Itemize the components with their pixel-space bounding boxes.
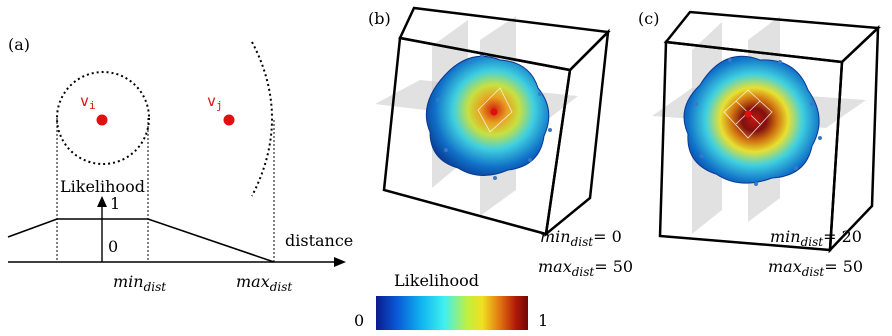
c-min-dist: mindist= 20 xyxy=(770,227,862,249)
x-axis-arrowhead xyxy=(334,257,346,267)
y-axis-arrowhead xyxy=(97,196,107,207)
colorbar-gradient xyxy=(376,296,528,330)
colorbar-min: 0 xyxy=(354,311,364,330)
colorbar: Likelihood 0 1 xyxy=(354,271,548,330)
tick-zero: 0 xyxy=(108,237,118,256)
node-i-label: vi xyxy=(80,92,96,112)
colorbar-max: 1 xyxy=(538,311,548,330)
b-max-dist: maxdist= 50 xyxy=(538,257,633,279)
node-i-dot xyxy=(97,115,108,126)
c-max-dist: maxdist= 50 xyxy=(768,257,863,279)
x-axis-label: distance xyxy=(285,231,353,250)
max-dist-label: maxdist xyxy=(236,272,292,294)
panel-b: (b) mindist= 0 maxdist= 50 xyxy=(368,8,633,279)
max-dist-arc xyxy=(252,42,272,196)
min-dist-label: mindist xyxy=(113,272,166,294)
panel-c-label: (c) xyxy=(638,9,659,28)
likelihood-curve xyxy=(8,219,274,262)
node-j-label: vj xyxy=(207,92,223,112)
panel-a: (a) vi vj Likelihood 1 0 distance xyxy=(8,35,353,294)
colorbar-title: Likelihood xyxy=(394,271,479,290)
panel-a-label: (a) xyxy=(8,35,30,54)
node-c xyxy=(745,111,752,118)
tick-one: 1 xyxy=(110,194,120,213)
node-j-dot xyxy=(224,115,235,126)
panel-c: (c) mindist= 20 maxdist= 50 xyxy=(638,9,878,279)
node-b xyxy=(491,109,498,116)
b-min-dist: mindist= 0 xyxy=(540,227,622,249)
panel-b-label: (b) xyxy=(368,9,391,28)
y-axis-label: Likelihood xyxy=(60,177,145,196)
